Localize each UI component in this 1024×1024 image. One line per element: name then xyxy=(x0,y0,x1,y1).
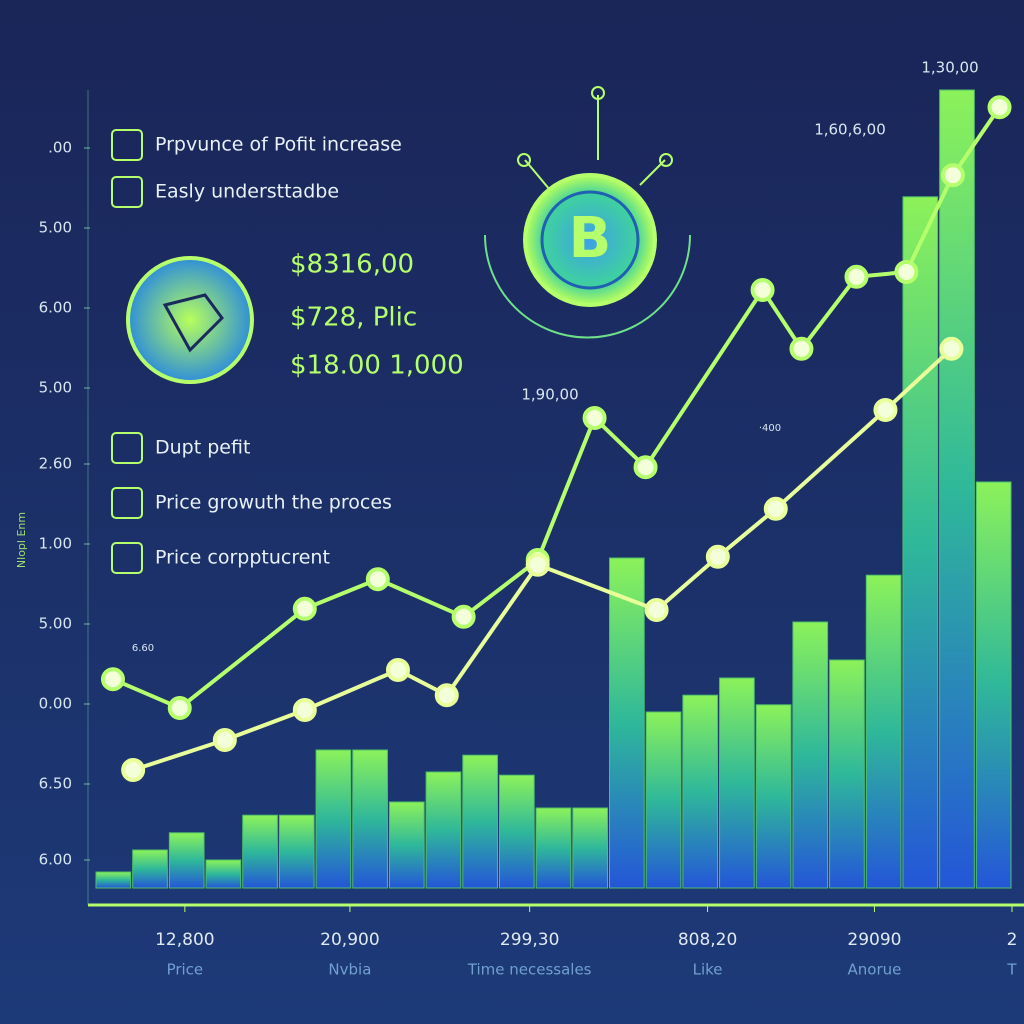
annotation: 6.60 xyxy=(132,643,154,654)
bar xyxy=(315,749,352,889)
item-icon xyxy=(111,129,143,161)
y-axis-title: Nlopl Enm xyxy=(15,512,28,568)
point xyxy=(121,758,146,782)
annotation: 1,30,00 xyxy=(921,59,978,77)
x-tick-label: 29090 xyxy=(847,930,901,950)
item-text: Dupt pefit xyxy=(155,437,250,459)
bar xyxy=(939,89,975,889)
bar xyxy=(388,801,425,889)
y-tick-label: 5.00 xyxy=(39,219,72,237)
bar xyxy=(535,807,572,889)
bar xyxy=(572,807,609,889)
y-tick-label: 6.00 xyxy=(39,299,72,317)
point xyxy=(750,278,775,302)
point xyxy=(633,455,658,480)
annotation: 1,60,6,00 xyxy=(814,121,886,139)
item-icon xyxy=(111,176,143,208)
point xyxy=(940,163,965,188)
y-tick-label: 5.00 xyxy=(39,615,72,633)
point xyxy=(789,336,814,361)
bar xyxy=(682,694,719,889)
point xyxy=(434,683,459,708)
point xyxy=(292,698,317,722)
x-tick-label: 20,900 xyxy=(320,930,379,950)
price: $18.00 1,000 xyxy=(290,351,464,381)
x-sublabel: Like xyxy=(693,961,723,979)
bar xyxy=(205,859,242,889)
x-tick-label: 12,800 xyxy=(155,930,214,950)
y-tick-label: 0.00 xyxy=(39,695,72,713)
coin-symbol: B xyxy=(569,206,612,271)
bar xyxy=(755,704,792,889)
bar xyxy=(352,749,388,889)
bar xyxy=(609,557,645,889)
y-tick-label: 6.50 xyxy=(39,775,72,793)
gem-icon xyxy=(126,256,254,384)
point xyxy=(939,336,964,361)
x-sublabel: Nvbia xyxy=(328,961,371,979)
bar xyxy=(902,196,939,889)
y-tick-label: 2.60 xyxy=(39,455,72,473)
point xyxy=(385,658,410,682)
bar xyxy=(975,481,1012,889)
bar xyxy=(168,832,205,889)
point xyxy=(167,696,192,720)
x-tick-label: 299,30 xyxy=(500,930,559,950)
item-text: Price corpptucrent xyxy=(155,547,330,569)
x-sublabel: Time necessales xyxy=(467,961,592,979)
point xyxy=(525,552,550,577)
bar xyxy=(242,814,278,889)
point xyxy=(894,260,919,284)
coin-icon xyxy=(484,86,691,339)
x-tick-label: 808,20 xyxy=(678,930,737,950)
bar xyxy=(829,659,865,889)
point xyxy=(212,728,237,752)
point xyxy=(844,264,869,289)
item-text: Prpvunce of Pofit increase xyxy=(155,134,402,156)
y-tick-label: 5.00 xyxy=(39,379,72,397)
bar xyxy=(498,774,535,889)
bar xyxy=(132,849,168,889)
item-icon xyxy=(111,432,143,464)
item-icon xyxy=(111,542,143,574)
item-text: Price growuth the proces xyxy=(155,492,392,514)
bar xyxy=(719,677,755,889)
point xyxy=(451,604,476,629)
point xyxy=(292,596,317,621)
y-tick-label: 1.00 xyxy=(39,535,72,553)
point xyxy=(582,406,607,430)
y-tick-label: 6.00 xyxy=(39,851,72,869)
annotation: ·400 xyxy=(759,423,781,434)
point xyxy=(705,544,730,569)
bar xyxy=(462,754,498,889)
bar xyxy=(278,814,315,889)
x-sublabel: Price xyxy=(167,961,204,979)
bar xyxy=(645,711,682,889)
bar xyxy=(865,574,902,889)
point xyxy=(873,398,898,422)
x-sublabel: T xyxy=(1006,961,1017,979)
x-sublabel: Anorue xyxy=(848,961,902,979)
point xyxy=(644,598,669,622)
point xyxy=(763,496,788,521)
point xyxy=(100,667,125,692)
bar xyxy=(792,621,829,889)
point xyxy=(987,95,1012,120)
bar xyxy=(425,771,462,889)
item-icon xyxy=(111,487,143,519)
bar xyxy=(95,871,132,889)
item-text: Easly understtadbe xyxy=(155,181,339,203)
point xyxy=(365,567,390,592)
price: $728, Plic xyxy=(290,303,417,333)
annotation: 1,90,00 xyxy=(521,386,578,404)
x-tick-label: 2 xyxy=(1007,930,1018,950)
y-tick-label: .00 xyxy=(48,139,72,157)
price: $8316,00 xyxy=(290,250,414,280)
